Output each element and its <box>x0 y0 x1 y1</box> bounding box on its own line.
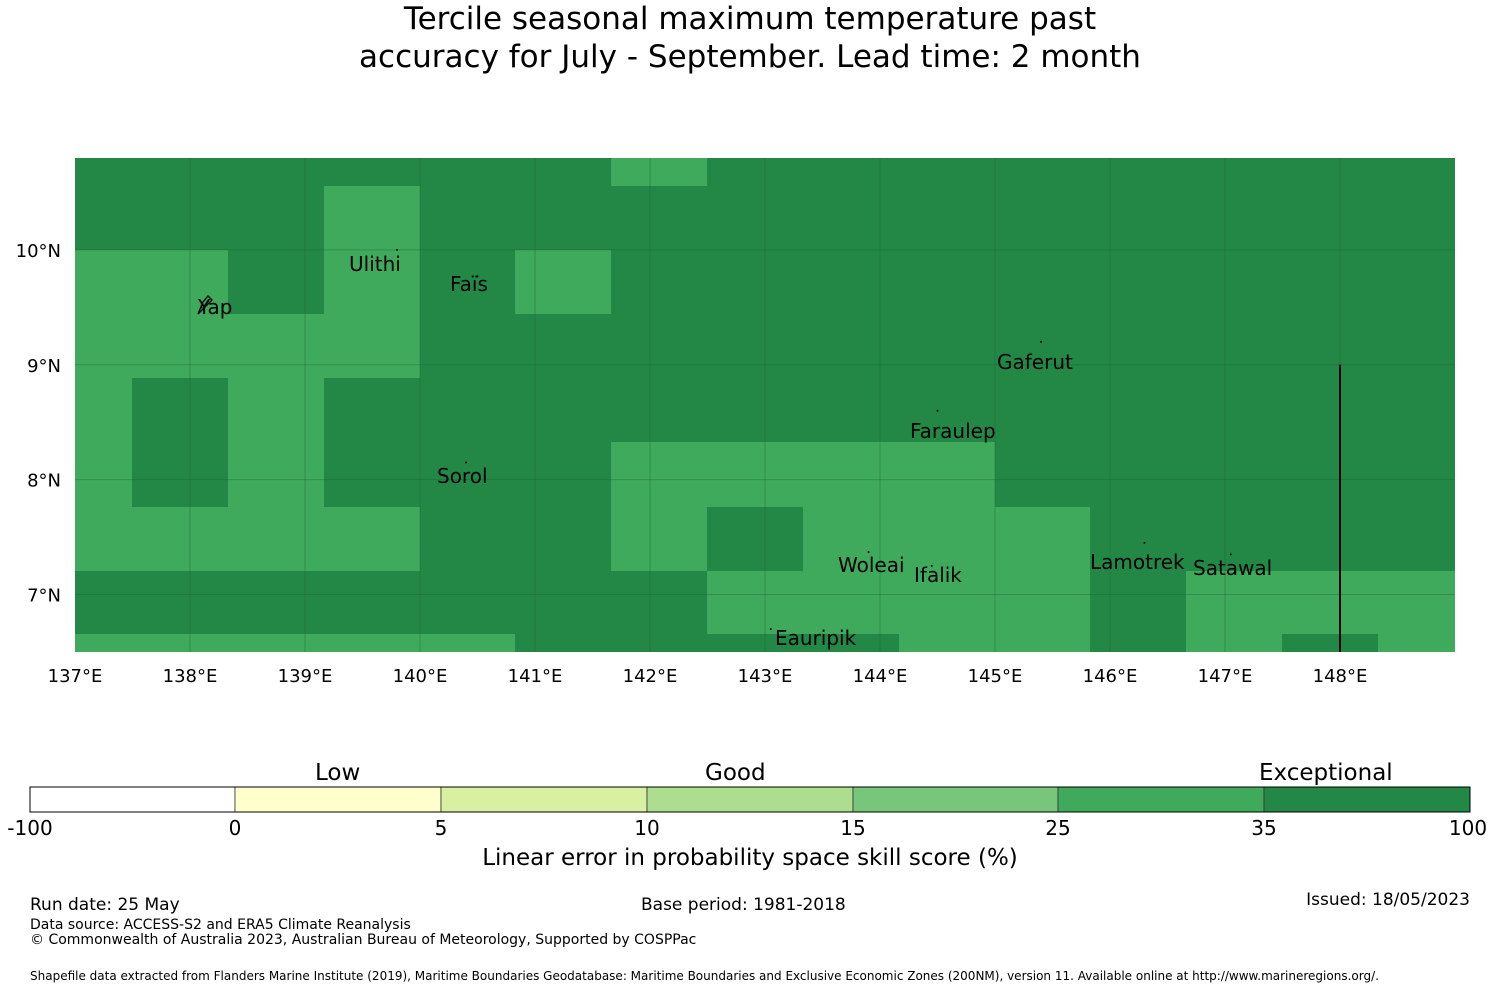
island-lamotrek: Lamotrek <box>1090 541 1185 574</box>
grid-cell <box>611 158 707 186</box>
colorbar-tick: 100 <box>1448 816 1488 840</box>
island-label: Faïs <box>450 272 488 296</box>
colorbar-tick: 15 <box>840 816 866 840</box>
longitude-tick-label: 145°E <box>968 666 1023 687</box>
longitude-tick-label: 138°E <box>163 666 218 687</box>
grid-cell <box>1282 571 1455 634</box>
island-marker <box>1229 553 1232 556</box>
island-ulithi: Ulithi <box>349 248 401 276</box>
longitude-tick-labels: 137°E 138°E 139°E 140°E 141°E 142°E 143°E 144°E… <box>48 666 1368 687</box>
island-faraulep: Faraulep <box>910 409 996 443</box>
colorbar-category-good: Good <box>705 760 766 786</box>
colorbar-tick: 5 <box>434 816 448 840</box>
grid-cell <box>324 186 420 378</box>
colorbar <box>29 786 1471 813</box>
colorbar-segment <box>1263 786 1471 813</box>
island-faïs: Faïs <box>450 272 488 296</box>
island-marker <box>476 275 479 278</box>
island-satawal: Satawal <box>1193 553 1272 580</box>
colorbar-tick: 10 <box>634 816 660 840</box>
grid-cell <box>707 571 1090 634</box>
longitude-tick-label: 141°E <box>508 666 563 687</box>
base-period: Base period: 1981-2018 <box>641 895 846 915</box>
island-marker <box>465 461 467 464</box>
longitude-tick-label: 148°E <box>1313 666 1368 687</box>
yap-island-shape <box>197 295 213 315</box>
island-marker <box>867 551 870 554</box>
run-date: Run date: 25 May <box>30 895 180 915</box>
data-source: Data source: ACCESS-S2 and ERA5 Climate … <box>30 917 411 933</box>
latitude-tick-label: 7°N <box>27 586 61 607</box>
colorbar-tick: 0 <box>228 816 242 840</box>
colorbar-tick: -100 <box>7 816 53 840</box>
grid-cell <box>707 507 803 571</box>
colorbar-segment <box>29 786 236 813</box>
island-label: Sorol <box>437 464 488 488</box>
colorbar-category-low: Low <box>315 760 361 786</box>
colorbar-segment <box>1057 786 1265 813</box>
longitude-tick-label: 142°E <box>623 666 678 687</box>
title-line-1: Tercile seasonal maximum temperature pas… <box>403 1 1097 37</box>
island-ifalik: Ifalik <box>914 563 962 587</box>
island-label: Ifalik <box>914 563 962 587</box>
longitude-tick-label: 137°E <box>48 666 103 687</box>
island-marker <box>1143 541 1146 544</box>
island-label: Yap <box>197 295 232 319</box>
map-gridlines <box>75 158 1455 652</box>
island-label: Woleai <box>838 553 905 577</box>
grid-cell <box>515 250 611 314</box>
longitude-tick-label: 139°E <box>278 666 333 687</box>
island-sorol: Sorol <box>437 461 488 488</box>
grid-cell <box>324 507 420 571</box>
island-marker <box>936 409 939 412</box>
island-marker <box>396 248 398 251</box>
latitude-tick-label: 8°N <box>27 471 61 492</box>
longitude-tick-label: 144°E <box>853 666 908 687</box>
island-gaferut: Gaferut <box>997 340 1073 374</box>
title-line-2: accuracy for July - September. Lead time… <box>359 39 1141 75</box>
page-title: Tercile seasonal maximum temperature pas… <box>0 0 1500 76</box>
grid-cell <box>1186 571 1282 652</box>
longitude-tick-label: 143°E <box>738 666 793 687</box>
island-marker <box>930 564 933 567</box>
latitude-tick-label: 10°N <box>16 241 61 262</box>
colorbar-category-exceptional: Exceptional <box>1259 760 1393 786</box>
island-yap: Yap <box>197 295 232 319</box>
longitude-tick-label: 146°E <box>1083 666 1138 687</box>
colorbar-segment <box>646 786 854 813</box>
longitude-tick-label: 140°E <box>393 666 448 687</box>
issued-date: Issued: 18/05/2023 <box>1306 890 1470 910</box>
shapefile-credit: Shapefile data extracted from Flanders M… <box>30 969 1379 983</box>
island-marker <box>769 628 772 631</box>
island-labels: Ulithi Faïs Yap Gaferut Faraulep Sorol Woleai I… <box>197 248 1272 650</box>
grid-cell <box>75 634 515 652</box>
island-label: Ulithi <box>349 252 401 276</box>
island-marker <box>1040 340 1042 343</box>
grid-cell <box>899 634 1090 652</box>
island-label: Lamotrek <box>1090 550 1185 574</box>
grid-cell <box>995 507 1090 571</box>
colorbar-frame <box>29 786 1471 813</box>
copyright: © Commonwealth of Australia 2023, Austra… <box>30 932 697 948</box>
grid-cell <box>1378 634 1455 652</box>
grid-cell <box>132 378 228 507</box>
longitude-tick-label: 147°E <box>1198 666 1253 687</box>
island-label: Eauripik <box>775 626 857 650</box>
colorbar-label: Linear error in probability space skill … <box>482 845 1018 871</box>
grid-cell <box>228 314 324 571</box>
latitude-tick-labels: 10°N 9°N 8°N 7°N <box>16 241 61 607</box>
colorbar-tick: 35 <box>1251 816 1277 840</box>
island-label: Gaferut <box>997 350 1073 374</box>
island-label: Satawal <box>1193 556 1272 580</box>
latitude-tick-label: 9°N <box>27 356 61 377</box>
colorbar-segment <box>852 786 1059 813</box>
island-label: Faraulep <box>910 419 996 443</box>
colorbar-tick: 25 <box>1045 816 1071 840</box>
island-eauripik: Eauripik <box>769 626 857 650</box>
colorbar-segment <box>440 786 648 813</box>
island-woleai: Woleai <box>838 551 905 577</box>
colorbar-segment <box>234 786 442 813</box>
